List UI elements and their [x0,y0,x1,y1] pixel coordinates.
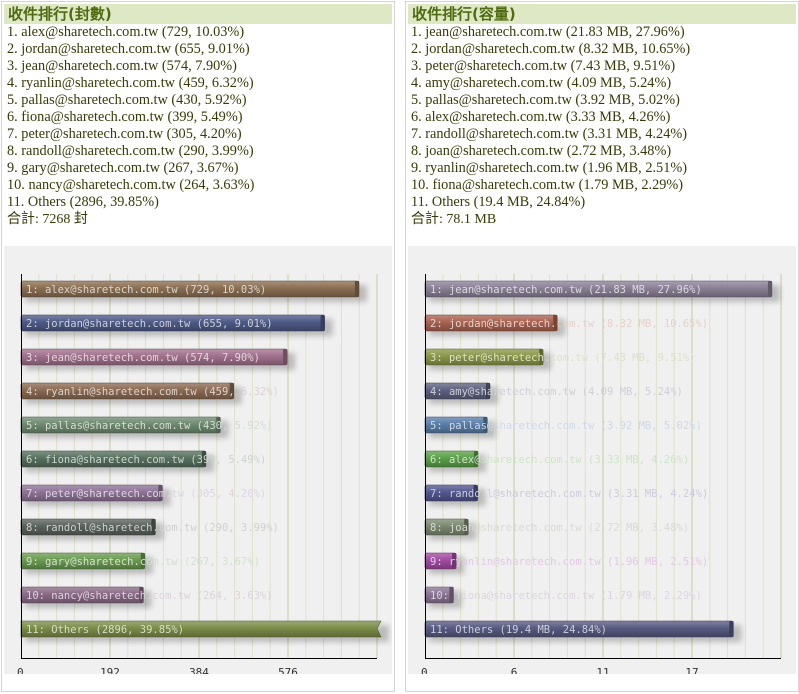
list-item: 2. jordan@sharetech.com.tw (655, 9.01%) [7,41,250,57]
list-item: 2. jordan@sharetech.com.tw (8.32 MB, 10.… [411,41,691,57]
x-tick-label: 17 [685,666,698,674]
ranking-list: 1. jean@sharetech.com.tw (21.83 MB, 27.9… [411,24,796,228]
bar-label: 6: alex@sharetech.com.tw (3.33 MB, 4.26%… [430,454,689,466]
total-count: 合計: 7268 封 [7,212,88,227]
list-item: 6. alex@sharetech.com.tw (3.33 MB, 4.26%… [411,109,671,125]
list-item: 11. Others (2896, 39.85%) [7,194,159,210]
bar-label: 2: jordan@sharetech.com.tw (8.32 MB, 10.… [430,318,708,330]
bar-label: 10: nancy@sharetech.com.tw (264, 3.63%) [26,590,273,602]
bar-chart-size: 1: jean@sharetech.com.tw (21.83 MB, 27.9… [421,274,782,674]
bar-end [283,349,288,365]
bar-label: 7: peter@sharetech.com.tw (305, 4.20%) [26,488,266,500]
bar-end [539,349,544,365]
bar-end [767,281,772,297]
bar-end [483,417,488,433]
bar-end [729,621,734,637]
x-tick-label: 6 [511,666,518,674]
chart-size: 1: jean@sharetech.com.tw (21.83 MB, 27.9… [408,246,796,674]
panel-count-ranking: 收件排行(封數) 1. alex@sharetech.com.tw (729, … [1,1,395,692]
bar-label: 6: fiona@sharetech.com.tw (399, 5.49%) [26,454,266,466]
bar-end [354,281,359,297]
bar-end [486,383,491,399]
bar-label: 2: jordan@sharetech.com.tw (655, 9.01%) [26,318,273,330]
bar-end [139,587,144,603]
bar-label: 10: fiona@sharetech.com.tw (1.79 MB, 2.2… [430,590,702,602]
bar-end [158,485,163,501]
list-item: 11. Others (19.4 MB, 24.84%) [411,194,586,210]
bar-end [140,553,145,569]
bar-label: 11: Others (2896, 39.85%) [26,624,184,636]
list-item: 6. fiona@sharetech.com.tw (399, 5.49%) [7,109,243,125]
bar-chart-count: 1: alex@sharetech.com.tw (729, 10.03%) 2:… [17,274,389,674]
bar-label: 3: jean@sharetech.com.tw (574, 7.90%) [26,352,260,364]
x-tick-label: 0 [421,666,428,674]
bar-label: 5: pallas@sharetech.com.tw (3.92 MB, 5.0… [430,420,702,432]
list-item: 1. alex@sharetech.com.tw (729, 10.03%) [7,24,245,40]
bar-label: 11: Others (19.4 MB, 24.84%) [430,624,607,636]
panel-title: 收件排行(封數) [4,4,392,24]
bar-end [473,485,478,501]
list-item: 4. amy@sharetech.com.tw (4.09 MB, 5.24%) [411,75,672,91]
panel-size-ranking: 收件排行(容量) 1. jean@sharetech.com.tw (21.83… [405,1,799,692]
list-item: 4. ryanlin@sharetech.com.tw (459, 6.32%) [7,75,254,91]
ranking-list: 1. alex@sharetech.com.tw (729, 10.03%) 2… [7,24,392,228]
bar-label: 4: ryanlin@sharetech.com.tw (459, 6.32%) [26,386,279,398]
bar-label: 5: pallas@sharetech.com.tw (430, 5.92%) [26,420,273,432]
chart-count: 1: alex@sharetech.com.tw (729, 10.03%) 2:… [4,246,392,674]
list-item: 5. pallas@sharetech.com.tw (3.92 MB, 5.0… [411,92,680,108]
list-item: 9. gary@sharetech.com.tw (267, 3.67%) [7,160,239,176]
bar-label: 1: alex@sharetech.com.tw (729, 10.03%) [26,284,266,296]
bar-label: 1: jean@sharetech.com.tw (21.83 MB, 27.9… [430,284,702,296]
bar-label: 7: randoll@sharetech.com.tw (3.31 MB, 4.… [430,488,708,500]
list-item: 5. pallas@sharetech.com.tw (430, 5.92%) [7,92,247,108]
list-item: 9. ryanlin@sharetech.com.tw (1.96 MB, 2.… [411,160,688,176]
x-tick-label: 576 [278,666,298,674]
x-tick-label: 0 [17,666,24,674]
bar-end [553,315,558,331]
x-tick-label: 384 [189,666,209,674]
list-item: 8. joan@sharetech.com.tw (2.72 MB, 3.48%… [411,143,672,159]
list-item: 1. jean@sharetech.com.tw (21.83 MB, 27.9… [411,24,685,40]
bar-label: 3: peter@sharetech.com.tw (7.43 MB, 9.51… [430,352,696,364]
bar-end [320,315,325,331]
bar-label: 4: amy@sharetech.com.tw (4.09 MB, 5.24%) [430,386,683,398]
panel-title: 收件排行(容量) [408,4,796,24]
bar-end [449,587,454,603]
bar-label: 9: gary@sharetech.com.tw (267, 3.67%) [26,556,260,568]
bar-label: 9: ryanlin@sharetech.com.tw (1.96 MB, 2.… [430,556,708,568]
list-item: 3. jean@sharetech.com.tw (574, 7.90%) [7,58,237,74]
bar-end [229,383,234,399]
list-item: 7. randoll@sharetech.com.tw (3.31 MB, 4.… [411,126,688,142]
bar-label: 8: randoll@sharetech.com.tw (290, 3.99%) [26,522,279,534]
bar-end [473,451,478,467]
bar-end [464,519,469,535]
list-item: 10. fiona@sharetech.com.tw (1.79 MB, 2.2… [411,177,684,193]
list-item: 7. peter@sharetech.com.tw (305, 4.20%) [7,126,242,142]
bar-label: 8: joan@sharetech.com.tw (2.72 MB, 3.48%… [430,522,689,534]
list-item: 8. randoll@sharetech.com.tw (290, 3.99%) [7,143,254,159]
total-size: 合計: 78.1 MB [411,212,497,227]
list-item: 10. nancy@sharetech.com.tw (264, 3.63%) [7,177,255,193]
bar-end [201,451,206,467]
x-tick-label: 192 [100,666,120,674]
bar-end [216,417,221,433]
bar-end [452,553,457,569]
bar-end [151,519,156,535]
x-tick-label: 11 [596,666,609,674]
list-item: 3. peter@sharetech.com.tw (7.43 MB, 9.51… [411,58,676,74]
